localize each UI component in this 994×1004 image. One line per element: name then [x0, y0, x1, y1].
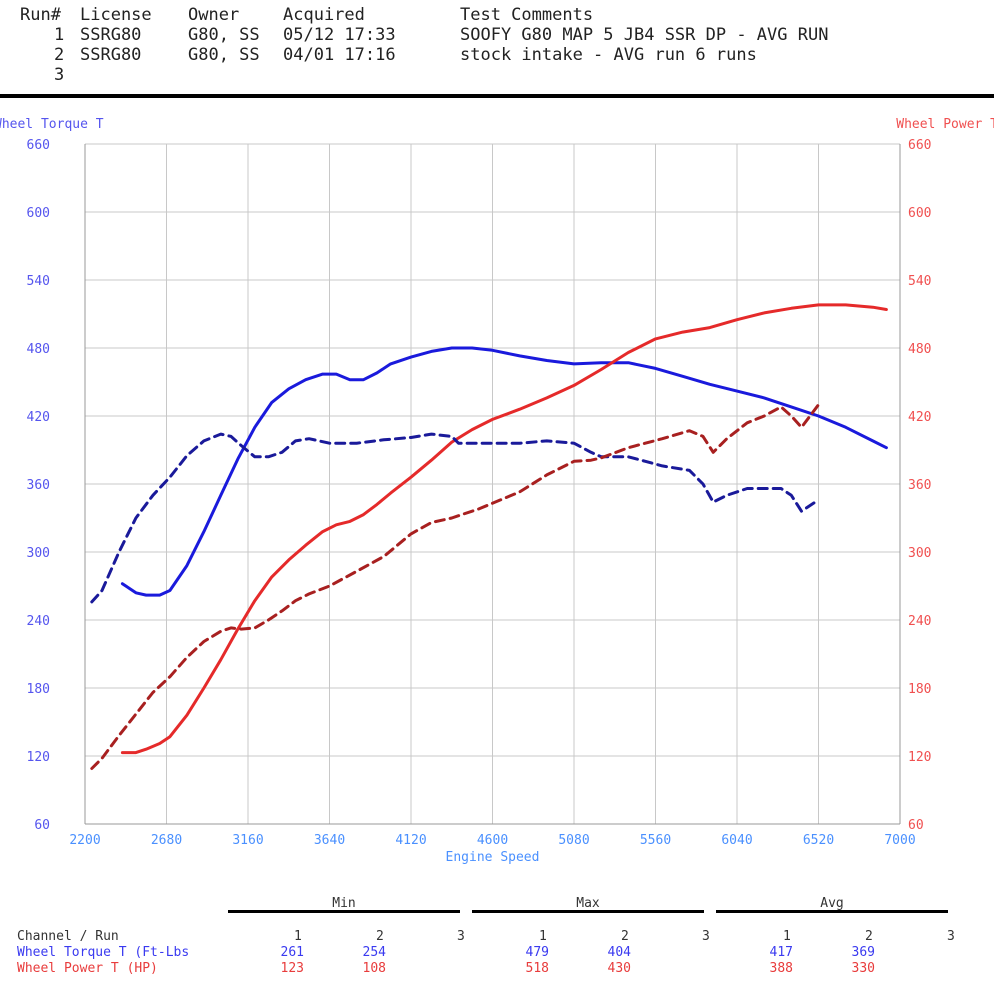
row1-acquired: 05/12 17:33: [283, 25, 396, 45]
summary-value: 330: [851, 961, 875, 976]
col-test-comments: Test Comments: [460, 5, 594, 25]
x-tick-label: 5080: [558, 833, 589, 848]
y-left-tick-label: 120: [27, 750, 50, 765]
x-tick-label: 6520: [803, 833, 834, 848]
summary-run-label: 2: [376, 929, 384, 944]
row2-owner: G80, SS: [188, 45, 260, 65]
y-left-tick-label: 240: [27, 614, 50, 629]
series-lines: [90, 303, 888, 770]
y-right-axis-title: Wheel Power T: [896, 117, 994, 132]
summary-run-label: 2: [621, 929, 629, 944]
summary-group-title: Max: [576, 896, 600, 911]
summary-value: 518: [525, 961, 549, 976]
summary-value: 479: [525, 945, 549, 960]
summary-value: 108: [362, 961, 386, 976]
summary-value: 123: [280, 961, 304, 976]
summary-group-line: [472, 910, 704, 913]
summary-channel-name: Wheel Power T (HP): [17, 961, 158, 976]
summary-group-title: Avg: [820, 896, 844, 911]
summary-run-label: 3: [457, 929, 465, 944]
y-left-tick-label: 660: [27, 138, 50, 153]
run-header-table: Run# License Owner Acquired Test Comment…: [0, 0, 994, 92]
y-left-tick-label: 360: [27, 478, 50, 493]
summary-value: 369: [851, 945, 875, 960]
summary-group-line: [228, 910, 460, 913]
row1-comments: SOOFY G80 MAP 5 JB4 SSR DP - AVG RUN: [460, 25, 829, 45]
summary-value: 430: [607, 961, 631, 976]
y-right-tick-label: 420: [908, 410, 931, 425]
x-tick-label: 4600: [477, 833, 508, 848]
summary-run-label: 1: [294, 929, 302, 944]
x-tick-label: 3640: [314, 833, 345, 848]
y-left-tick-label: 480: [27, 342, 50, 357]
summary-header-label: Channel / Run: [17, 929, 119, 944]
y-left-tick-label: 420: [27, 410, 50, 425]
row1-run: 1: [54, 25, 65, 45]
summary-channel-name: Wheel Torque T (Ft-Lbs: [17, 945, 190, 960]
power-run1-line: [120, 303, 888, 755]
y-right-tick-label: 480: [908, 342, 931, 357]
x-tick-label: 2680: [151, 833, 182, 848]
y-right-tick-label: 660: [908, 138, 931, 153]
y-right-tick-label: 120: [908, 750, 931, 765]
power-run2-line: [90, 403, 820, 770]
y-left-axis-title: Wheel Torque T: [0, 117, 104, 132]
x-tick-label: 7000: [884, 833, 915, 848]
row1-license: SSRG80: [80, 25, 142, 45]
grid-lines: [84, 143, 901, 825]
row1-owner: G80, SS: [188, 25, 260, 45]
y-left-tick-label: 300: [27, 546, 50, 561]
summary-value: 388: [769, 961, 793, 976]
summary-value: 261: [280, 945, 304, 960]
y-left-tick-label: 180: [27, 682, 50, 697]
y-right-tick-label: 540: [908, 274, 931, 289]
summary-run-label: 1: [539, 929, 547, 944]
dyno-chart: 2200 2680 3160 3640 4120 4600 5080 5560 6040 6520…: [0, 117, 994, 865]
y-left-tick-label: 600: [27, 206, 50, 221]
summary-value: 417: [769, 945, 793, 960]
header-divider: [0, 94, 994, 98]
summary-value: 254: [362, 945, 386, 960]
col-owner: Owner: [188, 5, 240, 25]
y-right-tick-label: 600: [908, 206, 931, 221]
summary-group-title: Min: [332, 896, 356, 911]
y-right-tick-label: 360: [908, 478, 931, 493]
y-left-tick-label: 540: [27, 274, 50, 289]
summary-group-line: [716, 910, 948, 913]
x-axis-title: Engine Speed: [446, 850, 540, 865]
y-left-tick-label: 60: [34, 818, 50, 833]
x-tick-label: 5560: [640, 833, 671, 848]
col-license: License: [80, 5, 152, 25]
summary-run-label: 1: [783, 929, 791, 944]
summary-run-label: 3: [702, 929, 710, 944]
row2-license: SSRG80: [80, 45, 142, 65]
axis-labels: 2200 2680 3160 3640 4120 4600 5080 5560 6040 6520…: [0, 117, 994, 865]
row3-run: 3: [54, 65, 65, 85]
y-right-tick-label: 60: [908, 818, 924, 833]
torque-run1-line: [120, 346, 888, 597]
col-acquired: Acquired: [283, 5, 365, 25]
torque-run2-line: [90, 432, 820, 604]
x-tick-label: 6040: [721, 833, 752, 848]
y-right-tick-label: 240: [908, 614, 931, 629]
x-tick-label: 2200: [69, 833, 100, 848]
row2-comments: stock intake - AVG run 6 runs: [460, 45, 757, 65]
y-right-tick-label: 300: [908, 546, 931, 561]
summary-value: 404: [607, 945, 631, 960]
x-tick-label: 4120: [395, 833, 426, 848]
col-run: Run#: [20, 5, 61, 25]
row2-run: 2: [54, 45, 65, 65]
y-right-tick-label: 180: [908, 682, 931, 697]
row2-acquired: 04/01 17:16: [283, 45, 396, 65]
x-tick-label: 3160: [232, 833, 263, 848]
summary-run-label: 3: [947, 929, 955, 944]
summary-run-label: 2: [865, 929, 873, 944]
